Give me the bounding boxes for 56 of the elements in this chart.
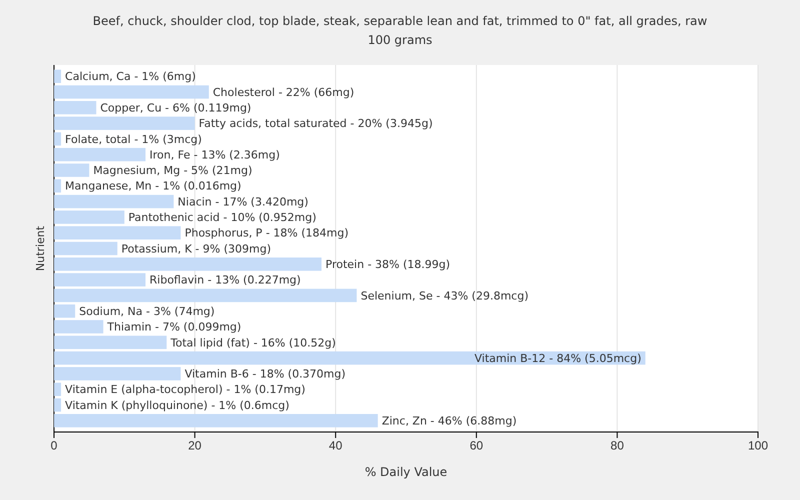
y-tick-label: Iron, Fe - 13% (2.36mg) [150, 148, 280, 162]
bar [54, 304, 76, 318]
bar [54, 226, 181, 240]
bar [54, 100, 96, 114]
y-tick-label: Fatty acids, total saturated - 20% (3.945g) [198, 117, 433, 130]
bar [54, 414, 378, 428]
bar [54, 242, 118, 256]
y-tick-label: Niacin - 17% (3.420mg) [178, 195, 308, 208]
bar [54, 210, 124, 224]
bar [54, 132, 62, 146]
y-tick-label: Selenium, Se - 43% (29.8mcg) [360, 289, 528, 302]
chart-subtitle: 100 grams [368, 33, 432, 47]
bar [54, 179, 62, 193]
y-tick-label: Calcium, Ca - 1% (6mg) [65, 70, 196, 84]
y-tick-label: Protein - 38% (18.99g) [326, 258, 450, 271]
bar [54, 351, 646, 365]
x-tick-label: 80 [610, 438, 624, 453]
x-axis-title: % Daily Value [364, 465, 448, 479]
bar [54, 85, 209, 99]
y-tick-label: Manganese, Mn - 1% (0.016mg) [65, 180, 242, 193]
y-tick-label: Riboflavin - 13% (0.227mg) [150, 274, 301, 287]
bar [54, 320, 104, 334]
y-tick-label: Zinc, Zn - 46% (6.88mg) [382, 414, 517, 428]
y-axis-title: Nutrient [34, 225, 47, 272]
y-tick-label: Vitamin B-6 - 18% (0.370mg) [184, 368, 346, 381]
y-tick-label: Total lipid (fat) - 16% (10.52g) [170, 336, 336, 350]
y-tick-label: Thiamin - 7% (0.099mg) [106, 320, 242, 334]
bar [54, 273, 146, 286]
bar [54, 288, 357, 302]
y-tick-label: Phosphorus, P - 18% (184mg) [184, 226, 349, 240]
bar [54, 70, 62, 83]
y-tick-label: Folate, total - 1% (3mcg) [65, 132, 202, 146]
chart-title: Beef, chuck, shoulder clod, top blade, steak, separable lean and fat, trimmed to 0" fat, all grades, raw [92, 14, 708, 28]
x-tick-label: 100 [748, 438, 768, 453]
x-tick-label: 40 [328, 438, 343, 453]
y-tick-label: Vitamin B-12 - 84% (5.05mcg) [474, 352, 642, 365]
bar [54, 367, 181, 380]
y-tick-label: Cholesterol - 22% (66mg) [212, 86, 354, 99]
x-tick-label: 60 [470, 438, 484, 453]
bar [54, 148, 146, 162]
bar [54, 116, 195, 130]
bar [54, 336, 167, 350]
bar [54, 398, 62, 412]
bar [54, 258, 322, 271]
bar [54, 382, 62, 396]
x-tick-label: 20 [188, 438, 202, 453]
y-tick-label: Vitamin E (alpha-tocopherol) - 1% (0.17mg) [65, 383, 306, 396]
bar [54, 164, 90, 177]
y-tick-label: Copper, Cu - 6% (0.119mg) [100, 101, 252, 114]
y-tick-label: Pantothenic acid - 10% (0.952mg) [128, 211, 316, 224]
y-tick-label: Vitamin K (phylloquinone) - 1% (0.6mcg) [65, 398, 290, 412]
y-tick-label: Magnesium, Mg - 5% (21mg) [93, 164, 252, 178]
y-tick-label: Sodium, Na - 3% (74mg) [79, 304, 215, 318]
x-tick-label: 0 [50, 438, 58, 453]
y-tick-label: Potassium, K - 9% (309mg) [121, 242, 271, 256]
bar [54, 194, 174, 208]
